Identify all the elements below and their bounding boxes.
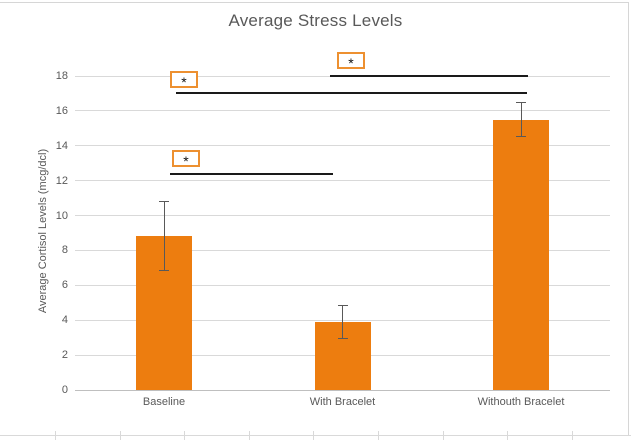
significance-marker-box[interactable]: *	[337, 52, 365, 71]
worksheet-column-tick	[443, 431, 444, 440]
y-tick-label: 2	[61, 349, 68, 362]
bar[interactable]	[493, 119, 549, 390]
chart-title: Average Stress Levels	[228, 11, 403, 30]
error-bar-cap-bottom	[159, 269, 169, 271]
worksheet-column-tick	[55, 431, 56, 440]
gridline	[75, 110, 610, 112]
error-bar-cap-top	[159, 200, 169, 202]
error-bar-line	[342, 304, 343, 340]
error-bar-cap-bottom	[337, 338, 348, 340]
worksheet-column-tick	[249, 431, 250, 440]
y-tick-label: 14	[55, 139, 68, 152]
gridline	[75, 249, 610, 251]
error-bar-cap-bottom	[516, 136, 526, 138]
y-tick-label: 18	[55, 70, 68, 82]
y-tick-label: 8	[61, 244, 68, 257]
gridline	[75, 215, 610, 217]
error-bar-line	[163, 200, 165, 271]
asterisk-marker: *	[348, 54, 354, 71]
worksheet-column-tick	[572, 431, 573, 440]
error-bar-cap-top	[516, 102, 526, 104]
asterisk-marker: *	[181, 73, 187, 90]
worksheet-row-gridline	[0, 435, 631, 436]
worksheet-column-tick	[378, 431, 379, 440]
worksheet-column-tick	[313, 431, 314, 440]
y-tick-label: 16	[55, 104, 68, 117]
y-tick-label: 6	[61, 279, 68, 292]
asterisk-marker: *	[183, 152, 189, 169]
x-category-label: With Bracelet	[309, 396, 376, 408]
y-tick-label: 0	[61, 384, 68, 396]
significance-marker-box[interactable]: *	[172, 150, 200, 169]
y-tick-label: 10	[55, 209, 68, 222]
worksheet-column-tick	[507, 431, 508, 440]
significance-line	[330, 75, 528, 77]
x-category-label: Withouth Bracelet	[477, 396, 565, 408]
error-bar-line	[520, 102, 522, 138]
error-bar-cap-top	[337, 304, 348, 306]
gridline	[75, 180, 610, 182]
x-axis-line	[75, 389, 610, 391]
worksheet-column-tick	[184, 431, 185, 440]
y-tick-label: 12	[55, 174, 68, 187]
y-tick-label: 4	[61, 314, 68, 327]
gridline	[75, 284, 610, 286]
worksheet-column-tick	[120, 431, 121, 440]
significance-marker-box[interactable]: *	[170, 71, 198, 90]
significance-line	[176, 92, 527, 95]
x-category-label: Baseline	[142, 396, 186, 408]
gridline	[75, 145, 610, 147]
significance-line	[170, 172, 333, 175]
